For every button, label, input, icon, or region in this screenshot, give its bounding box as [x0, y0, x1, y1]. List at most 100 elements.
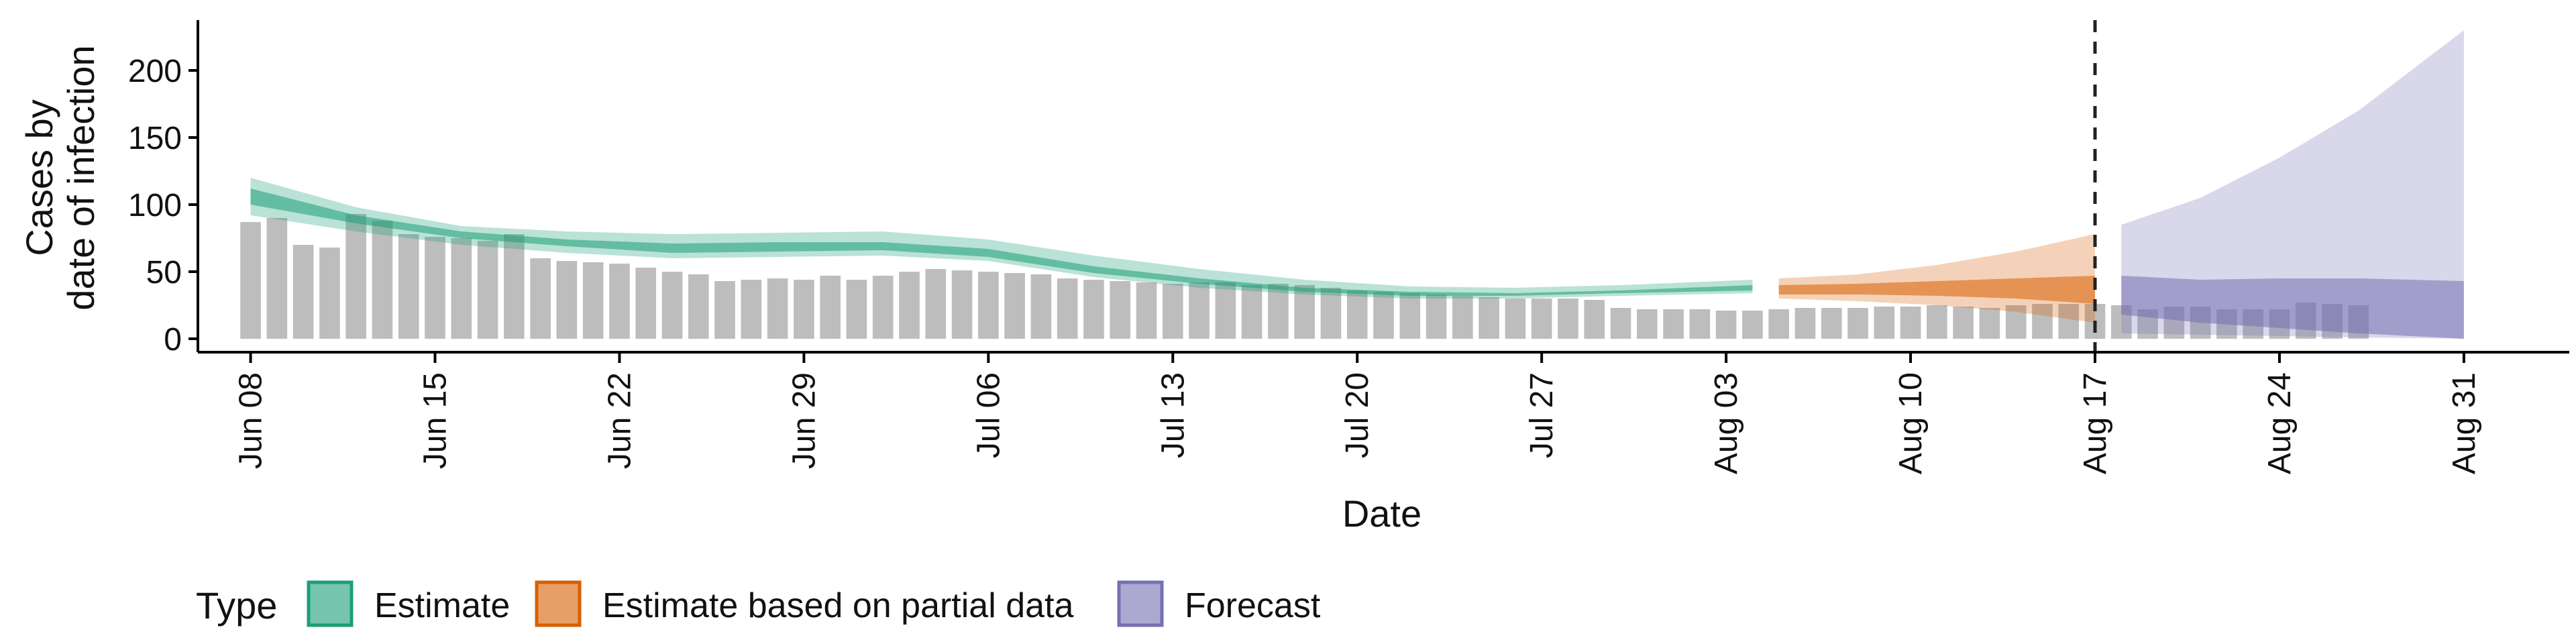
bar-reported-cases: [741, 280, 762, 339]
bar-reported-cases: [1531, 299, 1552, 339]
bar-reported-cases: [1636, 309, 1658, 339]
bar-reported-cases: [767, 278, 788, 339]
legend-swatch: [1117, 580, 1164, 627]
bar-reported-cases: [1742, 311, 1763, 339]
bar-reported-cases: [1689, 309, 1711, 339]
bar-reported-cases: [530, 258, 551, 339]
x-tick-label: Aug 24: [2262, 372, 2298, 474]
x-tick-label: Aug 17: [2078, 372, 2113, 474]
x-axis-title: Date: [1342, 492, 1421, 535]
bar-reported-cases: [2032, 304, 2053, 339]
bar-reported-cases: [635, 268, 657, 339]
estimate-band-inner: [250, 189, 1753, 296]
bar-reported-cases: [794, 280, 814, 339]
bar-reported-cases: [372, 221, 393, 339]
bar-reported-cases: [556, 261, 578, 339]
bar-reported-cases: [1030, 274, 1052, 339]
y-tick-label: 100: [128, 188, 182, 223]
bar-reported-cases: [345, 214, 366, 339]
bar-reported-cases: [1505, 299, 1526, 339]
bar-reported-cases: [1083, 280, 1104, 339]
bar-reported-cases: [1057, 278, 1078, 339]
bands-layer: [250, 30, 2464, 339]
bar-reported-cases: [899, 272, 920, 339]
x-tick-label: Jun 22: [602, 372, 637, 469]
bar-reported-cases: [1610, 308, 1631, 339]
bar-reported-cases: [319, 248, 340, 339]
y-tick-label: 0: [164, 322, 182, 358]
bar-reported-cases: [1268, 284, 1289, 339]
bar-reported-cases: [661, 272, 683, 339]
bar-reported-cases: [1768, 309, 1789, 339]
bar-reported-cases: [1874, 307, 1895, 339]
bar-reported-cases: [2005, 305, 2027, 339]
bar-reported-cases: [1584, 300, 1605, 339]
legend-label: Forecast: [1185, 586, 1321, 625]
bar-reported-cases: [477, 241, 498, 339]
x-tick-label: Jul 27: [1524, 372, 1560, 458]
bar-reported-cases: [398, 234, 419, 339]
bar-reported-cases: [2058, 304, 2080, 339]
x-tick-label: Jun 29: [786, 372, 822, 469]
bar-reported-cases: [1189, 282, 1210, 339]
bar-reported-cases: [504, 234, 525, 339]
x-tick-label: Jul 06: [971, 372, 1006, 458]
bar-reported-cases: [1900, 307, 1921, 339]
legend-swatch: [307, 580, 354, 627]
y-tick-label: 200: [128, 54, 182, 89]
legend-title: Type: [196, 584, 277, 627]
bar-reported-cases: [1110, 281, 1131, 339]
bar-reported-cases: [1426, 294, 1447, 339]
legend-label: Estimate based on partial data: [602, 586, 1074, 625]
bar-reported-cases: [1004, 273, 1025, 339]
bar-reported-cases: [1452, 296, 1473, 339]
bar-reported-cases: [582, 262, 604, 339]
bar-reported-cases: [451, 238, 472, 339]
bar-reported-cases: [1215, 282, 1236, 339]
y-tick-label: 50: [146, 255, 182, 290]
x-tick-label: Jun 15: [418, 372, 453, 469]
bar-reported-cases: [1794, 308, 1816, 339]
legend-label: Estimate: [374, 586, 510, 625]
estimate-band-outer: [250, 178, 1753, 299]
bar-reported-cases: [1320, 288, 1342, 339]
bar-reported-cases: [872, 276, 894, 339]
bar-reported-cases: [1373, 292, 1394, 339]
bar-reported-cases: [820, 276, 841, 339]
bar-reported-cases: [425, 237, 445, 339]
x-tick-label: Aug 03: [1709, 372, 1744, 474]
forecast-band-inner: [2121, 276, 2464, 339]
bar-reported-cases: [240, 222, 261, 339]
bar-reported-cases: [1346, 290, 1368, 339]
bar-reported-cases: [1479, 297, 1499, 339]
forecast-band-outer: [2121, 30, 2464, 339]
bar-reported-cases: [292, 245, 314, 339]
bar-reported-cases: [925, 269, 947, 339]
x-tick-label: Aug 31: [2447, 372, 2482, 474]
x-ticks: Jun 08 Jun 15 Jun 22 Jun 29 Jul 06 Jul 13 Jul …: [233, 352, 2482, 474]
bar-reported-cases: [951, 270, 973, 339]
x-tick-label: Jul 13: [1155, 372, 1191, 458]
axes-layer: [197, 20, 2569, 354]
bar-reported-cases: [1663, 309, 1684, 339]
bar-reported-cases: [609, 264, 630, 339]
partial-band-inner: [1778, 276, 2095, 304]
bar-reported-cases: [1979, 308, 2000, 339]
bar-reported-cases: [978, 272, 999, 339]
partial-band-outer: [1778, 234, 2095, 323]
y-axis-title-line-2: date of infection: [60, 45, 102, 310]
bar-reported-cases: [1715, 311, 1737, 339]
x-tick-label: Aug 10: [1893, 372, 1929, 474]
bar-reported-cases: [266, 218, 288, 339]
legend-swatch: [535, 580, 582, 627]
x-tick-label: Jun 08: [233, 372, 269, 469]
bar-reported-cases: [1821, 308, 1842, 339]
bar-reported-cases: [714, 281, 735, 339]
bar-reported-cases: [1953, 307, 1974, 339]
bar-reported-cases: [1847, 308, 1868, 339]
bar-reported-cases: [1136, 282, 1157, 339]
y-axis-title-line-1: Cases by: [18, 99, 60, 256]
bar-reported-cases: [1558, 299, 1578, 339]
bars-layer: [240, 214, 2369, 339]
